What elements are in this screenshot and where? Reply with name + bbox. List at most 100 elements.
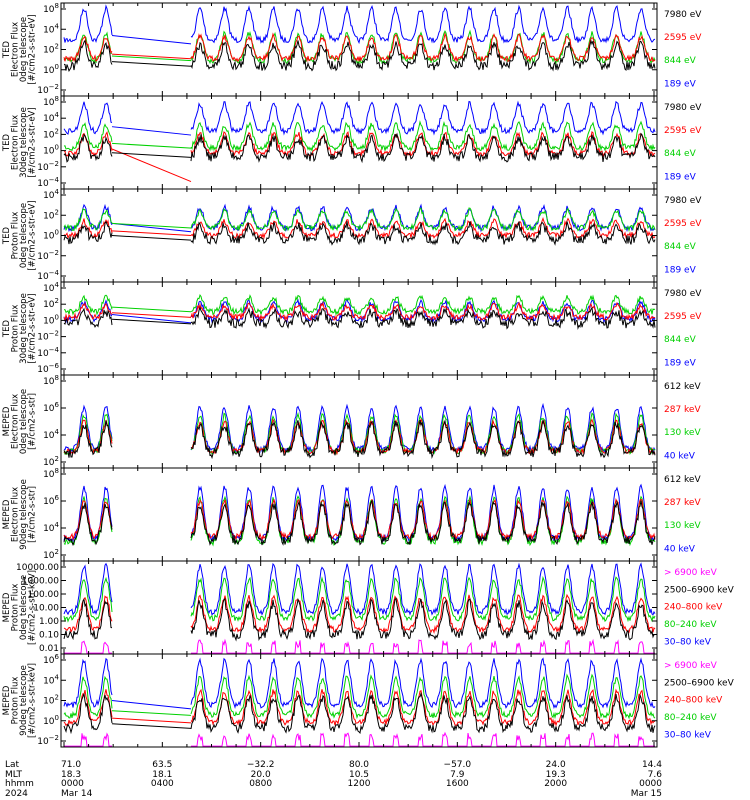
footer-lat: 80.0 — [349, 760, 369, 770]
legend-entry: 40 keV — [664, 451, 696, 461]
series-blue-seg2 — [190, 203, 656, 233]
series-red-seg2 — [190, 593, 656, 634]
series-blue-seg1 — [63, 562, 113, 616]
series-magenta-seg2 — [191, 731, 655, 747]
gap-connector-blue — [111, 222, 192, 233]
legend-entry: 844 eV — [664, 56, 697, 66]
legend-entry: 2595 eV — [664, 33, 702, 43]
gap-connector-green — [111, 142, 192, 149]
y-tick-label: 100 — [43, 144, 59, 157]
footer-date: Mar 14 — [61, 789, 93, 799]
footer-mlt: 19.3 — [546, 770, 566, 780]
legend-entry: 844 eV — [664, 335, 697, 345]
series-black-seg1 — [63, 598, 113, 641]
footer-hhmm: 2000 — [544, 779, 567, 789]
y-axis-label-line: [#/cm2-s-str-eV] — [28, 107, 38, 177]
series-green-seg1 — [63, 122, 113, 152]
y-axis-label-line: Electron Flux — [11, 115, 21, 170]
y-axis-label-line: [#/cm2-s-str-keV] — [28, 570, 38, 645]
y-tick-label: 10−2 — [37, 160, 59, 173]
series-black-seg2 — [190, 221, 656, 246]
y-axis-label-line: Proton Flux — [11, 305, 21, 353]
legend-entry: 844 eV — [664, 149, 697, 159]
series-black-seg2 — [190, 418, 656, 460]
y-tick-label: 0.01 — [39, 644, 59, 654]
series-black-seg2 — [190, 499, 656, 546]
y-tick-label: 106 — [43, 401, 59, 414]
gap-connector-red — [111, 312, 192, 318]
y-axis-label-line: MEPED — [2, 685, 12, 715]
y-axis-label-line: Proton Flux — [11, 212, 21, 260]
y-tick-label: 10−2 — [37, 734, 59, 747]
series-blue-seg1 — [63, 485, 113, 543]
y-tick-label: 10−2 — [37, 330, 59, 343]
legend-entry: 287 keV — [664, 405, 701, 415]
legend-entry: 130 keV — [664, 428, 701, 438]
y-axis-label-line: [#/cm2-s-str] — [28, 486, 38, 543]
series-black-seg1 — [63, 420, 113, 458]
gap-connector-black — [111, 723, 192, 729]
series-red-seg1 — [63, 595, 113, 634]
series-blue-seg2 — [190, 100, 656, 136]
y-axis-label-line: [#/cm2-s-str-eV] — [28, 200, 38, 270]
y-axis-label-line: [#/cm2-s-str-keV] — [28, 663, 38, 738]
series-blue-seg1 — [63, 657, 113, 708]
series-magenta-seg1 — [64, 640, 112, 654]
gap-connector-red — [111, 148, 192, 183]
gap-connector-red — [111, 230, 192, 236]
y-axis-label-line: MEPED — [2, 592, 12, 622]
y-axis-label-line: 30deg telescope — [19, 293, 29, 364]
footer-row-label: MLT — [5, 770, 23, 780]
series-red-seg1 — [63, 419, 113, 455]
y-tick-label: 10−4 — [37, 269, 59, 282]
footer-lat: −32.2 — [247, 760, 275, 770]
gap-connector-green — [111, 306, 192, 313]
y-tick-label: 108 — [43, 374, 59, 387]
series-black-seg1 — [63, 220, 113, 245]
series-black-seg1 — [63, 693, 113, 735]
series-red-seg2 — [190, 216, 656, 240]
y-tick-label: 106 — [43, 494, 59, 507]
series-green-seg1 — [63, 675, 113, 719]
footer-hhmm: 1200 — [348, 779, 371, 789]
gap-connector-red — [111, 717, 192, 724]
panel-7: 10000.00 1000.00 100.00 10.00 1.00 0.10 0.01 ME… — [2, 560, 735, 655]
panel-frame — [60, 2, 658, 97]
legend-entry: 189 eV — [664, 358, 697, 368]
y-axis-label-line: [#/cm2-s-str] — [28, 393, 38, 450]
legend-entry: 7980 eV — [664, 10, 702, 20]
series-black-seg1 — [63, 502, 113, 547]
footer-mlt: 7.6 — [648, 770, 663, 780]
footer-row-label: hhmm — [5, 779, 34, 789]
legend-entry: 7980 eV — [664, 103, 702, 113]
legend-entry: 2595 eV — [664, 126, 702, 136]
series-green-seg2 — [190, 120, 656, 153]
y-tick-label: 0.10 — [39, 631, 59, 641]
footer-row-label: 2024 — [5, 789, 28, 799]
y-tick-label: 10−2 — [37, 83, 59, 96]
y-tick-label: 102 — [43, 297, 59, 310]
series-blue-seg1 — [63, 4, 113, 44]
series-green-seg1 — [63, 294, 113, 316]
y-axis-label-line: 90deg telescope — [19, 665, 29, 736]
footer-lat: −57.0 — [444, 760, 472, 770]
gap-connector-blue — [111, 700, 192, 710]
y-tick-label: 102 — [43, 694, 59, 707]
series-green-seg2 — [190, 293, 656, 316]
series-red-seg2 — [191, 417, 656, 456]
y-tick-label: 10.00 — [33, 604, 59, 614]
series-blue-seg1 — [63, 203, 113, 233]
series-red-seg2 — [190, 498, 656, 542]
y-tick-label: 1.00 — [39, 617, 59, 627]
y-tick-label: 10−6 — [37, 362, 59, 375]
legend-entry: 30–80 keV — [664, 637, 712, 647]
series-blue-seg2 — [190, 4, 656, 45]
y-tick-label: 100 — [43, 313, 59, 326]
series-magenta-seg1 — [64, 732, 112, 747]
y-axis-label-line: 30deg telescope — [19, 107, 29, 178]
